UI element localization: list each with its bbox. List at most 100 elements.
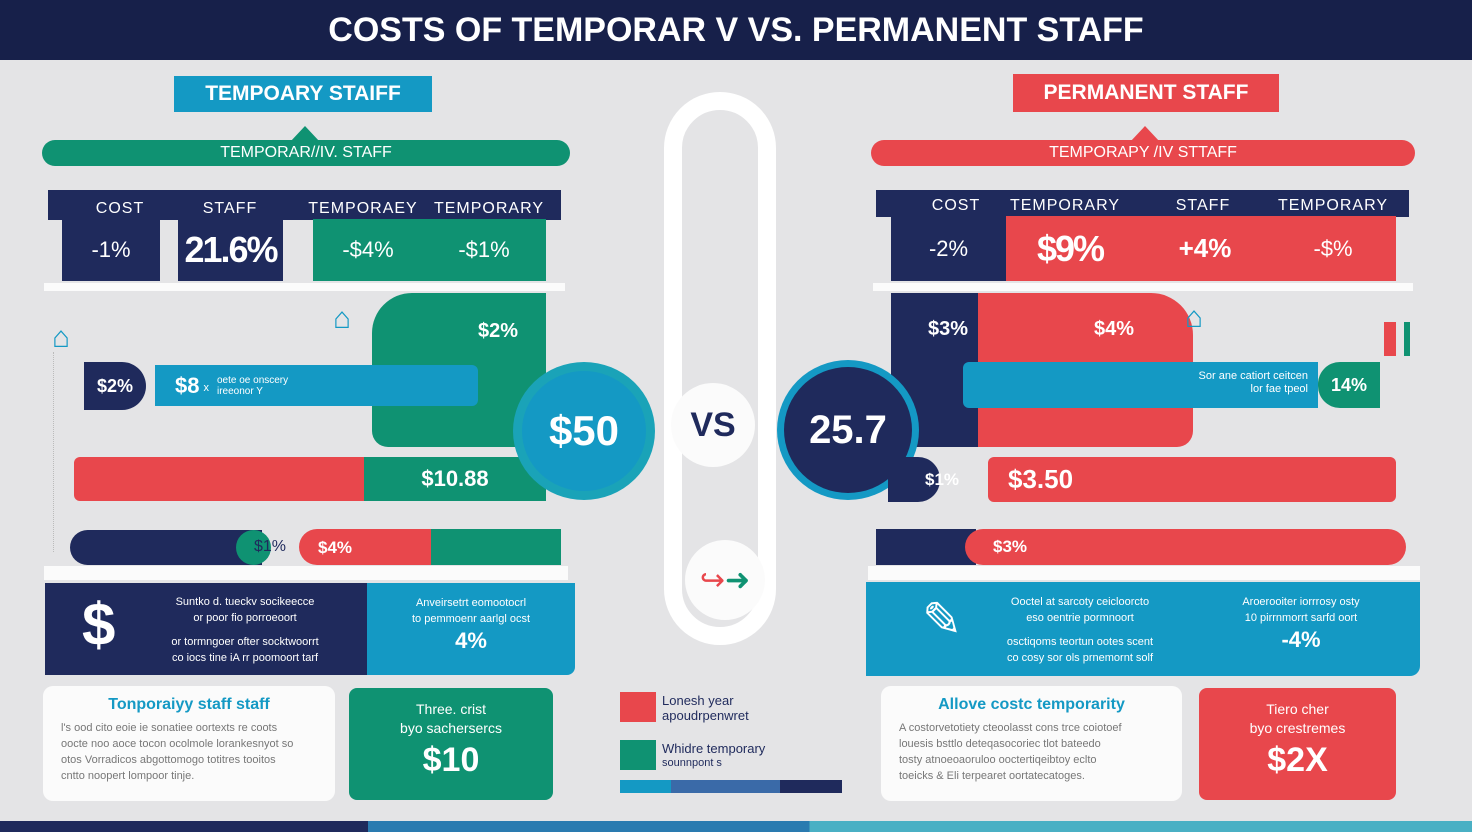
permanent-label: PERMANENT STAFF [1013,74,1279,112]
bar-text-line: oete oe onscery [216,374,289,386]
bar-value: $8 [175,372,200,398]
vs-badge: VS [671,383,755,467]
value-group [1006,216,1396,281]
bar-text-line: ireeonor Y [216,385,263,397]
arrow-right-icon: ↪ ➜ [685,540,765,620]
card-line: cntto noopert lompoor tinje. [61,770,195,782]
red-bar [74,457,364,501]
cyan-bar: Sor ane catiort ceitcen lor fae tpeol [963,362,1318,408]
card-line: A costorvetotiety cteoolasst cons trce c… [899,722,1122,734]
value-group [313,219,546,281]
bar-value: $3.50 [1008,464,1074,494]
circle-value: 25.7 [809,407,887,452]
navy-tab [888,457,940,502]
info-text: Suntko d. tueckv socikeecce or poor fio p… [130,594,360,666]
header-cell: COST [931,197,981,214]
card-line: oocte noo aoce tocon ocolmole lorankesny… [61,738,294,750]
right-table-header [876,190,1409,217]
info-line: to pemmoenr aarlgl ocst [412,613,530,625]
legend-swatch-red [620,692,656,722]
pill-value: 14% [1318,362,1380,408]
bar-text-line: Sor ane catiort ceitcen [1198,370,1308,382]
small-value: $1% [254,538,287,555]
left-dotted-guide [53,352,54,552]
info-line: Anveirsetrt eomootocrl [415,597,527,609]
bar-unit: x [203,381,209,394]
value-cell: -2% [891,216,1006,281]
bar-text-line: lor fae tpeol [1250,383,1308,395]
legend-label: Whidre temporary sounnpont s [662,741,765,771]
info-line: Aroerooiter iorrrosy osty [1242,596,1360,608]
pill-value: $2% [84,362,146,410]
left-stat-card: Three. crist byo sachersercs $10 [349,688,553,800]
legend-text: Whidre temporary [662,741,766,756]
header-cell: TEMPORAEY [308,200,418,217]
header-cell: STAFF [1175,197,1231,214]
stat-value: $2X [1267,741,1328,779]
house-icon: ⌂ [52,321,71,354]
red-value: $4% [1094,318,1135,340]
value-cell: -$% [1313,235,1353,261]
navy-bar [70,530,262,565]
left-info-right: Anveirsetrt eomootocrl to pemmoenr aarlgl… [367,583,575,675]
house-icon: ⌂ [333,302,352,335]
temporary-label: TEMPOARY STAIFF [174,76,432,112]
info-line: osctiqoms teortun ootes scent [1006,636,1154,648]
flag-icon [1384,322,1410,356]
card-title: Allove costc temporarity [938,696,1125,713]
right-stat-card: Tiero cher byo crestremes $2X [1199,688,1396,800]
stat-line: Tiero cher [1266,701,1329,717]
red-segment [299,529,431,565]
red-bar: $3.50 [988,457,1396,502]
divider [873,283,1413,291]
right-info-right: Aroerooiter iorrrosy osty 10 pirrnmorrt s… [1196,594,1406,652]
info-text: Ooctel at sarcoty ceicloorcto eso oentrie… [975,594,1185,666]
right-info-box [866,582,1420,676]
left-text-card: Tonporaiyy staff staff l's ood cito eoie… [43,686,335,801]
card-title: Tonporaiyy staff staff [108,696,270,713]
red-segment: $3% [965,529,1406,565]
green-segment [431,529,561,565]
bottom-value: $3% [993,537,1028,556]
banner-arrow [290,126,320,142]
gradient-bar [620,780,842,793]
bar-end-circle [236,530,271,565]
value-cell: 21.6% [178,219,283,281]
info-line: co cosy sor ols prnemornt solf [1006,652,1154,664]
title-bar: COSTS OF TEMPORAR V VS. PERMANENT STAFF [0,0,1472,60]
left-circle: $50 [513,362,655,500]
legend-swatch-green [620,740,656,770]
left-info-box [45,583,367,675]
legend-sub: apoudrpenwret [662,708,749,723]
info-line: Ooctel at sarcoty ceicloorcto [1010,596,1150,608]
permanent-banner: TEMPORAPY /IV STTAFF [871,140,1415,166]
header-cell: TEMPORARY [1277,197,1389,214]
info-line: 10 pirrnmorrt sarfd oort [1244,612,1358,624]
divider [868,566,1420,580]
dollar-icon: $ [82,591,116,658]
temporary-banner: TEMPORAR//IV. STAFF [42,140,570,166]
right-text-card: Allove costc temporarity A costorvetotie… [881,686,1182,801]
header-cell: TEMPORARY [433,200,545,217]
house-icon: ⌂ [1185,301,1204,334]
info-value: -4% [1281,627,1321,652]
header-cell: TEMPORARY [1009,197,1121,214]
value-cell: -$1% [458,237,510,262]
card-line: louesis bsttlo deteqasocoriec tlot batee… [899,738,1101,750]
small-bar-value: $4% [318,538,353,557]
info-line: or poor fio porroeoort [193,612,297,624]
tools-icon: ✎ [922,594,963,647]
footer-strip [0,821,1472,832]
banner-arrow [1130,126,1160,142]
value-cell: -$4% [342,237,394,262]
info-line: eso oentrie pormnoort [1026,612,1134,624]
card-line: l's ood cito eoie ie sonatiee oortexts r… [61,722,278,734]
header-cell: STAFF [202,200,258,217]
bar-text: oete oe onscery ireeonor Y [217,375,288,397]
vs-text: VS [690,405,736,444]
page-title: COSTS OF TEMPORAR V VS. PERMANENT STAFF [328,10,1144,49]
value-cell: +4% [1178,233,1232,263]
cyan-bar: $8 x oete oe onscery ireeonor Y [155,365,478,406]
legend-label: Lonesh year apoudrpenwret [662,693,749,723]
left-table-header [48,190,561,220]
